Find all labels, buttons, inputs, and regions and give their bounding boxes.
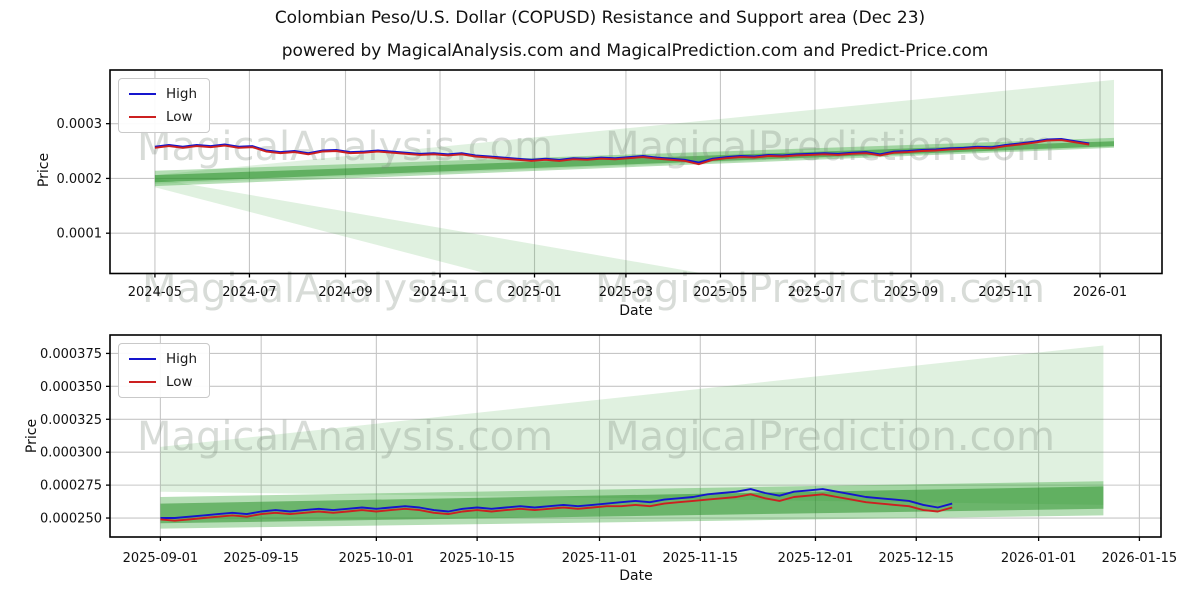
watermark-prediction: MagicalPrediction.com <box>605 414 1055 460</box>
x-tick-label: 2026-01 <box>1073 285 1127 300</box>
plot-border <box>109 334 1162 538</box>
legend-label-high: High <box>166 86 198 102</box>
bottom-chart-legend: High Low <box>118 343 211 398</box>
y-tick-label: 0.000325 <box>40 413 102 428</box>
resistance-area-pale-band <box>160 345 1104 505</box>
bottom-x-axis-label: Date <box>619 568 653 584</box>
x-tick-label: 2024-09 <box>318 285 372 300</box>
x-tick-label: 2025-10-15 <box>439 551 515 566</box>
low-line-swatch <box>129 116 156 118</box>
x-tick-label: 2025-09 <box>884 285 938 300</box>
x-tick-label: 2025-09-01 <box>123 551 199 566</box>
high-price-line <box>154 138 1090 164</box>
x-tick-label: 2025-03 <box>599 285 653 300</box>
top-chart-legend: High Low <box>118 78 211 133</box>
x-tick-label: 2025-07 <box>788 285 842 300</box>
y-tick-label: 0.000250 <box>40 512 102 527</box>
x-tick-label: 2026-01-15 <box>1102 551 1178 566</box>
legend-label-high: High <box>166 351 198 367</box>
y-tick-label: 0.000300 <box>40 446 102 461</box>
x-tick-label: 2025-12-01 <box>778 551 854 566</box>
x-tick-label: 2024-11 <box>413 285 467 300</box>
support-area-pale-band <box>154 178 704 274</box>
mid-band-dark-band <box>154 141 1114 183</box>
legend-entry-low: Low <box>129 374 197 390</box>
x-tick-label: 2025-11-01 <box>562 551 638 566</box>
chart-subtitle: powered by MagicalAnalysis.com and Magic… <box>281 41 989 61</box>
high-line-swatch <box>129 358 156 360</box>
legend-entry-high: High <box>129 351 197 367</box>
x-tick-label: 2025-05 <box>693 285 747 300</box>
resistance-area-pale-band <box>154 79 1114 184</box>
x-tick-label: 2025-11 <box>978 285 1032 300</box>
x-tick-label: 2025-10-01 <box>339 551 415 566</box>
plot-border <box>109 69 1163 275</box>
y-tick-label: 0.0002 <box>57 172 103 187</box>
x-tick-label: 2024-05 <box>128 285 182 300</box>
x-tick-label: 2024-07 <box>222 285 276 300</box>
watermark-analysis: MagicalAnalysis.com <box>137 414 553 460</box>
y-tick-label: 0.0001 <box>57 227 103 242</box>
y-tick-label: 0.000375 <box>40 347 102 362</box>
top-chart-plot: MagicalAnalysis.com MagicalPrediction.com… <box>57 69 1163 312</box>
low-line-swatch <box>129 381 156 383</box>
x-tick-label: 2026-01-01 <box>1001 551 1077 566</box>
low-price-line <box>154 139 1090 166</box>
x-tick-label: 2025-11-15 <box>663 551 739 566</box>
y-tick-label: 0.0003 <box>57 117 103 132</box>
y-tick-label: 0.000275 <box>40 479 102 494</box>
x-tick-label: 2025-01 <box>507 285 561 300</box>
y-tick-label: 0.000350 <box>40 380 102 395</box>
high-line-swatch <box>129 93 156 95</box>
x-tick-label: 2025-09-15 <box>223 551 299 566</box>
legend-label-low: Low <box>166 374 193 390</box>
chart-title: Colombian Peso/U.S. Dollar (COPUSD) Resi… <box>274 8 926 28</box>
high-price-line <box>160 488 953 519</box>
legend-entry-low: Low <box>129 109 197 125</box>
x-tick-label: 2025-12-15 <box>878 551 954 566</box>
legend-entry-high: High <box>129 86 197 102</box>
legend-label-low: Low <box>166 109 193 125</box>
top-x-axis-label: Date <box>619 303 653 319</box>
low-price-line <box>160 493 953 522</box>
